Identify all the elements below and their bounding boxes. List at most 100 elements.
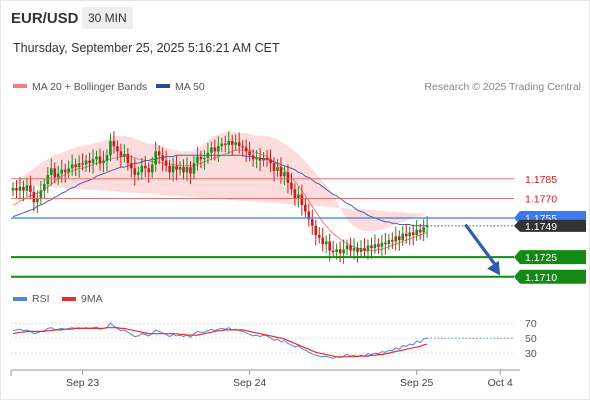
candle-body-65	[237, 142, 241, 147]
x-tick-label-Oct 4: Oct 4	[488, 377, 513, 389]
forecast-arrow-head	[487, 260, 501, 276]
candle-body-3	[22, 186, 25, 191]
candle-body-19	[77, 163, 81, 168]
legend-ma50-swatch	[156, 84, 170, 88]
candle-body-13	[56, 173, 60, 178]
candle-body-102	[366, 245, 370, 251]
candle-body-16	[67, 168, 70, 173]
symbol-label: EUR/USD	[11, 10, 79, 27]
candle-body-82	[297, 194, 300, 199]
candle-body-45	[168, 165, 171, 173]
legend-ma20-label: MA 20 + Bollinger Bands	[32, 81, 147, 93]
candle-body-80	[290, 182, 293, 190]
candle-body-58	[213, 147, 217, 152]
candle-body-1	[15, 187, 18, 191]
candle-body-21	[84, 160, 88, 165]
candle-body-109	[391, 240, 394, 242]
candle-body-83	[300, 194, 304, 205]
candle-body-34	[130, 163, 133, 169]
candle-body-26	[102, 160, 105, 164]
candle-body-71	[258, 157, 262, 161]
candle-body-92	[331, 250, 335, 252]
candle-body-97	[349, 245, 352, 251]
candle-body-66	[241, 146, 244, 148]
candle-body-36	[136, 172, 140, 175]
x-tick-label-Sep 25: Sep 25	[400, 377, 433, 389]
ma50-line	[12, 154, 428, 227]
last-price-tag	[514, 219, 586, 232]
candle-body-70	[255, 157, 258, 160]
candle-body-40	[150, 164, 154, 173]
candle-body-103	[370, 245, 373, 249]
legend-9ma-swatch	[62, 297, 76, 301]
candle-body-24	[95, 156, 98, 160]
candle-body-51	[189, 167, 192, 174]
candle-body-29	[112, 140, 116, 147]
candle-body-20	[81, 163, 84, 165]
candle-body-108	[387, 240, 391, 245]
level-label-1.1785: 1.1785	[525, 174, 557, 186]
candle-body-62	[227, 140, 231, 145]
legend-rsi-swatch	[13, 297, 27, 301]
candle-body-12	[53, 168, 57, 178]
candle-body-47	[175, 165, 178, 170]
rsi-ma-line	[12, 327, 428, 358]
timestamp-label: Thursday, September 25, 2025 5:16:21 AM …	[13, 41, 280, 55]
candle-body-10	[46, 174, 50, 185]
rsi-tick-70: 70	[525, 318, 537, 330]
candle-body-116	[415, 229, 418, 235]
candle-body-9	[43, 184, 46, 191]
candle-body-39	[147, 168, 151, 173]
level-tag-1.1725	[514, 250, 586, 265]
price-plot	[11, 131, 429, 264]
candle-body-17	[70, 164, 74, 169]
candle-body-48	[178, 167, 182, 170]
candle-body-38	[143, 165, 147, 169]
candle-body-64	[234, 142, 238, 145]
candle-body-57	[210, 147, 213, 153]
candle-body-2	[18, 186, 22, 191]
candle-body-77	[279, 167, 283, 177]
candle-body-22	[88, 160, 91, 164]
candle-body-95	[342, 249, 345, 254]
legend-ma50-label: MA 50	[175, 81, 205, 93]
candle-body-96	[345, 245, 349, 250]
candle-body-88	[317, 234, 321, 238]
candle-body-104	[373, 244, 377, 249]
candle-body-54	[199, 156, 203, 160]
candle-body-101	[363, 248, 366, 251]
candle-body-90	[324, 241, 328, 245]
candle-body-53	[196, 156, 199, 164]
candle-body-89	[321, 237, 325, 245]
candle-body-119	[425, 225, 429, 228]
candle-body-107	[384, 242, 387, 245]
candle-body-91	[328, 241, 331, 251]
candle-body-99	[356, 248, 359, 252]
level-label-1.1725: 1.1725	[525, 252, 557, 264]
candle-body-100	[359, 248, 363, 252]
candle-body-11	[49, 168, 53, 175]
candle-body-75	[272, 163, 276, 171]
candle-body-117	[418, 229, 422, 233]
candle-body-115	[411, 232, 415, 235]
candle-body-112	[401, 233, 405, 241]
candle-body-94	[338, 249, 342, 254]
candle-body-67	[244, 147, 248, 152]
candle-body-113	[404, 233, 408, 237]
candle-body-37	[140, 165, 144, 173]
candle-body-84	[304, 204, 307, 212]
timeframe-badge[interactable]: 30 MIN	[82, 7, 133, 29]
candle-body-23	[91, 159, 95, 164]
candle-body-85	[307, 211, 311, 220]
candle-body-87	[314, 225, 318, 235]
candle-body-35	[133, 168, 137, 175]
candle-body-14	[60, 169, 64, 174]
candle-body-74	[269, 159, 272, 164]
candle-body-110	[394, 236, 398, 242]
candle-body-56	[206, 152, 210, 158]
time-axis: Sep 23 Sep 24 Sep 25 Oct 4	[10, 369, 520, 389]
candle-body-114	[408, 232, 412, 237]
rsi-tick-30: 30	[525, 348, 537, 360]
